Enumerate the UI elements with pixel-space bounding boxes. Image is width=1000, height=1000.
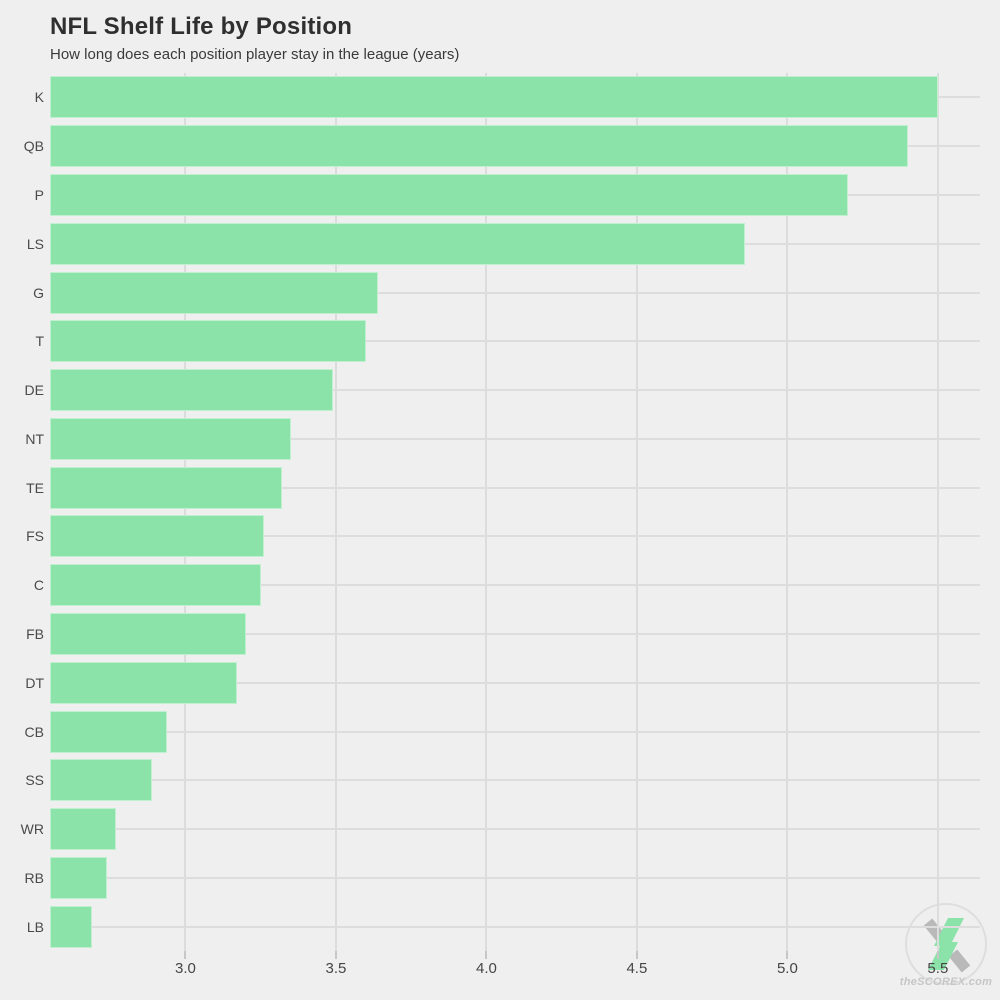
x-tick-label: 5.5 [927,960,949,977]
gridline-horizontal [50,779,980,782]
gridline-horizontal [50,437,980,440]
category-label-qb: QB [23,138,44,155]
gridline-horizontal [50,876,980,879]
gridline-vertical [184,73,187,951]
bar-ls [50,222,746,265]
bar-nt [50,417,291,460]
bar-dt [50,661,237,704]
bar-te [50,466,282,509]
x-axis-tick [786,951,789,959]
bar-de [50,369,333,412]
x-tick-label: 3.5 [325,960,347,977]
category-label-ls: LS [26,235,44,252]
category-label-fb: FB [26,625,44,642]
bar-g [50,271,379,314]
x-tick-label: 3.0 [174,960,196,977]
gridline-horizontal [50,925,980,928]
category-label-te: TE [26,479,44,496]
gridline-horizontal [50,584,980,587]
gridline-vertical [936,73,939,951]
gridline-vertical [786,73,789,951]
category-label-fs: FS [26,528,44,545]
gridline-horizontal [50,730,980,733]
gridline-vertical [485,73,488,951]
category-label-c: C [33,577,44,594]
category-label-rb: RB [24,869,44,886]
gridline-horizontal [50,828,980,831]
bar-k [50,76,938,119]
bar-fs [50,515,264,558]
bar-p [50,173,848,216]
category-label-g: G [33,284,44,301]
plot-area [50,73,980,951]
category-label-wr: WR [20,821,44,838]
bar-fb [50,612,246,655]
x-axis-tick [635,951,638,959]
bar-qb [50,125,908,168]
category-label-lb: LB [26,918,44,935]
chart-subtitle: How long does each position player stay … [50,46,460,63]
gridline-horizontal [50,535,980,538]
bar-cb [50,710,168,753]
category-label-cb: CB [24,723,44,740]
category-label-t: T [35,333,44,350]
x-tick-label: 5.0 [776,960,798,977]
gridline-horizontal [50,340,980,343]
gridline-horizontal [50,389,980,392]
category-label-k: K [34,89,44,106]
x-tick-label: 4.0 [475,960,497,977]
bar-t [50,320,367,363]
gridline-vertical [334,73,337,951]
gridline-vertical [635,73,638,951]
category-label-p: P [34,186,44,203]
category-label-dt: DT [25,674,44,691]
chart-title: NFL Shelf Life by Position [50,13,353,40]
x-axis-tick [184,951,187,959]
category-label-de: DE [24,382,44,399]
gridline-horizontal [50,486,980,489]
bar-wr [50,808,117,851]
gridline-horizontal [50,681,980,684]
bar-lb [50,905,93,948]
bar-c [50,564,261,607]
x-axis-tick [334,951,337,959]
category-label-nt: NT [25,430,44,447]
bar-rb [50,856,108,899]
gridline-horizontal [50,632,980,635]
watermark-text: theSCOREX.com [899,976,993,988]
gridline-horizontal [50,291,980,294]
bar-ss [50,759,153,802]
x-axis-tick [485,951,488,959]
x-tick-label: 4.5 [626,960,648,977]
category-label-ss: SS [25,772,44,789]
x-axis-tick [936,951,939,959]
